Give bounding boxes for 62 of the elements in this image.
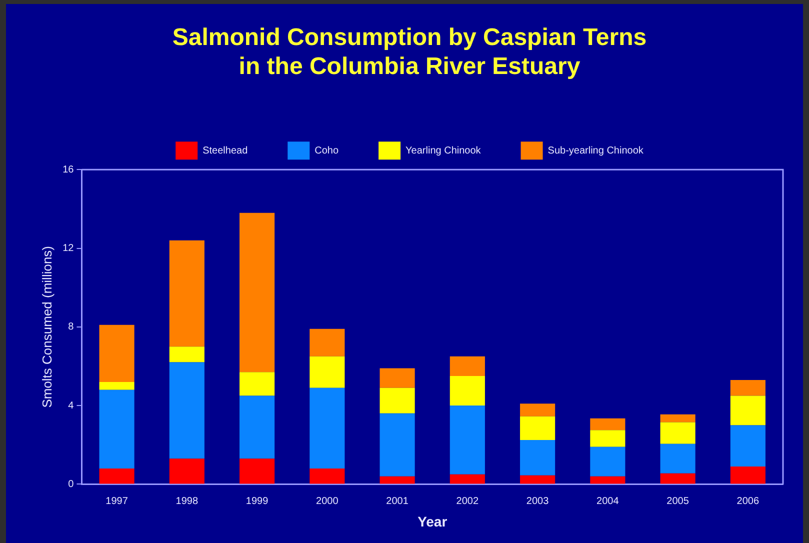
x-tick-label: 2005 — [666, 496, 690, 507]
x-tick-label: 2002 — [456, 496, 479, 507]
y-tick-label: 4 — [68, 400, 74, 412]
bar — [660, 414, 696, 422]
bar — [99, 468, 134, 484]
bar — [730, 425, 766, 467]
bar — [450, 406, 485, 474]
y-tick-label: 8 — [68, 322, 74, 333]
bar — [380, 368, 415, 388]
legend-label: Sub-yearling Chinook — [548, 145, 644, 156]
bar — [730, 466, 766, 484]
bar — [660, 473, 696, 484]
bar — [310, 388, 345, 468]
x-tick-label: 2003 — [526, 496, 550, 507]
x-tick-label: 2004 — [596, 496, 620, 507]
x-tick-label: 2001 — [386, 496, 409, 507]
bar — [99, 324, 134, 382]
bar — [450, 474, 485, 484]
bar — [520, 475, 556, 484]
bar — [590, 418, 626, 430]
legend-label: Steelhead — [202, 145, 248, 156]
bar — [240, 212, 275, 372]
bar — [590, 446, 626, 476]
x-tick-label: 1997 — [106, 496, 128, 507]
bar — [240, 396, 275, 459]
bar — [730, 396, 766, 426]
bar — [660, 444, 696, 474]
bar — [99, 382, 134, 390]
x-tick-label: 1999 — [246, 496, 269, 507]
bar — [99, 390, 134, 468]
x-tick-label: 1998 — [176, 496, 198, 507]
x-tick-label: 2006 — [736, 496, 760, 507]
legend-label: Coho — [314, 145, 339, 156]
bar — [590, 476, 626, 484]
chart-title: Salmonid Consumption by Caspian Terns in the Columbia River Estuary — [172, 24, 647, 80]
bar — [169, 362, 204, 459]
bar — [520, 404, 556, 416]
bar — [380, 476, 415, 484]
x-tick-label: 2000 — [316, 496, 339, 507]
bar — [380, 413, 415, 476]
bar — [520, 440, 556, 476]
bar — [169, 346, 204, 362]
bar — [240, 372, 275, 396]
bar — [240, 458, 275, 484]
legend-label: Yearling Chinook — [406, 145, 482, 156]
y-tick-label: 16 — [62, 164, 74, 176]
bar — [450, 376, 485, 406]
bar — [520, 416, 556, 440]
bar — [169, 458, 204, 484]
bar — [310, 328, 345, 356]
bar — [310, 468, 345, 484]
bar — [730, 380, 766, 396]
bar — [450, 356, 485, 376]
y-tick-label: 12 — [62, 243, 74, 254]
bar — [310, 356, 345, 388]
x-axis-title: Year — [418, 513, 448, 530]
y-axis-title: Smolts Consumed (millions) — [39, 246, 54, 408]
bar — [169, 240, 204, 347]
bar — [380, 388, 415, 414]
y-tick-label: 0 — [68, 478, 74, 490]
bar — [660, 422, 696, 444]
bar — [590, 430, 626, 447]
